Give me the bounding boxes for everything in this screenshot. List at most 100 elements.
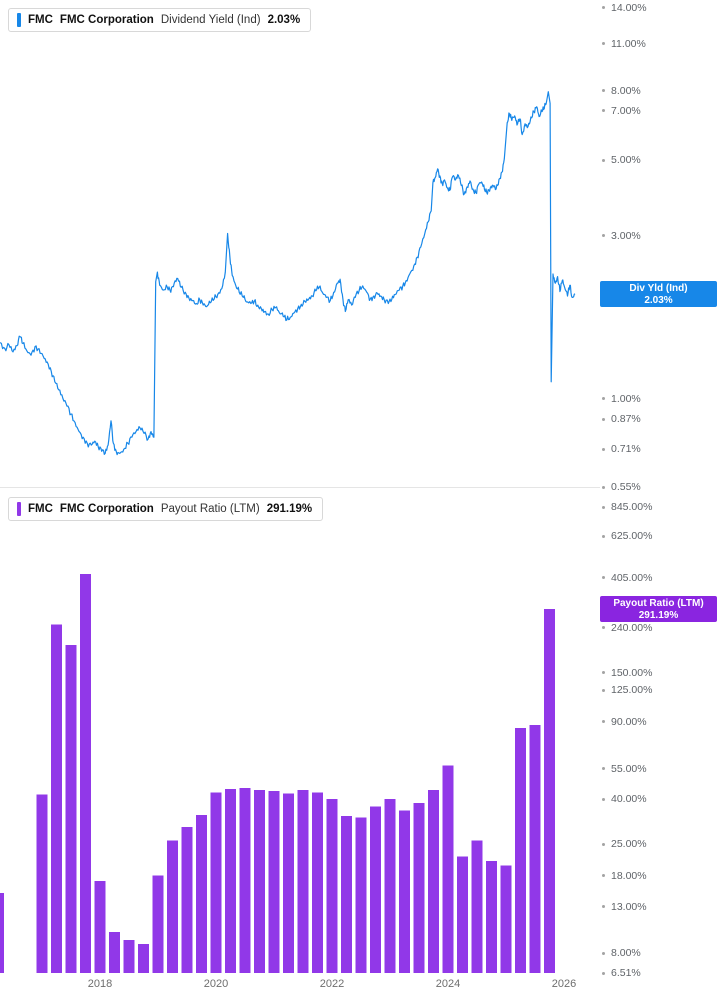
- tick-mark: [602, 671, 605, 675]
- y-axis-tick: 13.00%: [600, 899, 651, 914]
- y-axis-tick: 14.00%: [600, 0, 651, 15]
- payout-ratio-bar[interactable]: [370, 806, 381, 973]
- tick-label: 1.00%: [611, 392, 641, 405]
- badge-metric-label: Payout Ratio (LTM): [613, 598, 704, 610]
- payout-ratio-bar[interactable]: [544, 609, 555, 973]
- last-value-badge-payout-ratio[interactable]: Payout Ratio (LTM) 291.19%: [600, 596, 717, 623]
- metric-name: Dividend Yield (Ind): [160, 14, 261, 26]
- tick-label: 11.00%: [611, 37, 646, 50]
- tick-mark: [602, 109, 605, 113]
- panel-resize-divider[interactable]: [0, 487, 717, 488]
- tick-label: 25.00%: [611, 838, 647, 851]
- tick-mark: [602, 797, 605, 801]
- payout-ratio-bar[interactable]: [326, 799, 338, 973]
- payout-ratio-bar[interactable]: [65, 645, 77, 973]
- tick-label: 90.00%: [611, 715, 647, 728]
- tick-mark: [602, 234, 605, 238]
- y-axis-column: Div Yld (Ind) 2.03% Payout Ratio (LTM) 2…: [600, 0, 717, 1005]
- payout-ratio-bar[interactable]: [297, 790, 309, 973]
- tick-mark: [602, 874, 605, 878]
- payout-ratio-bar[interactable]: [109, 931, 120, 973]
- series-legend-dividend-yield[interactable]: FMC FMC Corporation Dividend Yield (Ind)…: [8, 8, 312, 32]
- y-axis-tick: 0.71%: [600, 442, 645, 457]
- payout-ratio-bar[interactable]: [0, 893, 4, 973]
- y-axis-tick: 240.00%: [600, 620, 657, 635]
- tick-label: 150.00%: [611, 666, 653, 679]
- y-axis-tick: 55.00%: [600, 761, 651, 776]
- payout-ratio-bar[interactable]: [384, 799, 396, 973]
- payout-ratio-bar[interactable]: [138, 944, 149, 973]
- payout-ratio-bar[interactable]: [196, 814, 207, 973]
- metric-value: 2.03%: [267, 14, 301, 26]
- tick-mark: [602, 767, 605, 771]
- tick-label: 625.00%: [611, 530, 653, 543]
- payout-ratio-bar[interactable]: [80, 574, 91, 973]
- y-axis-tick: 8.00%: [600, 946, 645, 961]
- y-axis-tick: 125.00%: [600, 683, 657, 698]
- tick-label: 0.71%: [611, 443, 641, 456]
- payout-ratio-bar[interactable]: [399, 810, 410, 973]
- tick-label: 7.00%: [611, 104, 641, 117]
- tick-mark: [602, 576, 605, 580]
- tick-mark: [602, 842, 605, 846]
- series-legend-payout-ratio[interactable]: FMC FMC Corporation Payout Ratio (LTM) 2…: [8, 497, 324, 521]
- tick-label: 14.00%: [611, 1, 647, 14]
- tick-mark: [602, 951, 605, 955]
- dividend-yield-line[interactable]: [0, 91, 576, 456]
- payout-ratio-bar[interactable]: [51, 624, 62, 973]
- tick-mark: [602, 417, 605, 421]
- payout-ratio-bar[interactable]: [254, 790, 265, 973]
- payout-ratio-bar[interactable]: [471, 840, 483, 974]
- payout-ratio-bar[interactable]: [457, 856, 468, 973]
- payout-ratio-bar[interactable]: [225, 789, 236, 973]
- tick-label: 125.00%: [611, 684, 653, 697]
- y-axis-tick: 845.00%: [600, 500, 657, 515]
- payout-ratio-bar[interactable]: [515, 728, 526, 973]
- tick-mark: [602, 905, 605, 909]
- tick-label: 8.00%: [611, 947, 641, 960]
- payout-ratio-bar[interactable]: [529, 724, 541, 973]
- tick-label: 3.00%: [611, 229, 641, 242]
- payout-ratio-bar[interactable]: [181, 826, 193, 973]
- tick-label: 0.55%: [611, 481, 641, 493]
- tick-label: 0.87%: [611, 413, 641, 426]
- tick-mark: [602, 485, 605, 489]
- payout-ratio-bar[interactable]: [268, 791, 280, 973]
- payout-ratio-bar[interactable]: [413, 802, 425, 973]
- payout-ratio-bar-chart[interactable]: [0, 488, 600, 1005]
- company-name: FMC Corporation: [59, 14, 154, 26]
- payout-ratio-bar[interactable]: [94, 881, 106, 973]
- payout-ratio-bar[interactable]: [239, 787, 251, 973]
- y-axis-tick: 25.00%: [600, 837, 651, 852]
- tick-label: 8.00%: [611, 84, 641, 97]
- payout-ratio-bar[interactable]: [283, 793, 294, 973]
- payout-ratio-bar[interactable]: [123, 939, 135, 973]
- badge-metric-value: 291.19%: [638, 610, 679, 622]
- y-axis-tick: 6.51%: [600, 966, 645, 980]
- payout-ratio-bar[interactable]: [152, 875, 164, 973]
- payout-ratio-bar[interactable]: [486, 860, 497, 973]
- metric-value: 291.19%: [266, 503, 313, 515]
- x-axis-year-label: 2022: [319, 978, 345, 990]
- tick-mark: [602, 971, 605, 975]
- badge-metric-value: 2.03%: [644, 294, 673, 306]
- tick-label: 40.00%: [611, 793, 647, 806]
- payout-ratio-bar[interactable]: [500, 865, 512, 973]
- payout-ratio-bar[interactable]: [341, 816, 352, 973]
- payout-ratio-bar[interactable]: [428, 790, 439, 973]
- payout-ratio-bar[interactable]: [167, 840, 178, 974]
- company-name: FMC Corporation: [59, 503, 154, 515]
- y-axis-tick: 405.00%: [600, 570, 657, 585]
- tick-label: 18.00%: [611, 869, 647, 882]
- payout-ratio-bar[interactable]: [442, 765, 454, 973]
- payout-ratio-bar[interactable]: [355, 817, 367, 973]
- payout-ratio-bar[interactable]: [210, 792, 222, 973]
- payout-ratio-bar[interactable]: [36, 794, 48, 974]
- tick-label: 55.00%: [611, 762, 647, 775]
- metric-name: Payout Ratio (LTM): [160, 503, 260, 515]
- last-value-badge-dividend-yield[interactable]: Div Yld (Ind) 2.03%: [600, 280, 717, 307]
- dividend-yield-line-chart[interactable]: [0, 0, 600, 487]
- payout-ratio-bar[interactable]: [312, 792, 323, 973]
- tick-mark: [602, 397, 605, 401]
